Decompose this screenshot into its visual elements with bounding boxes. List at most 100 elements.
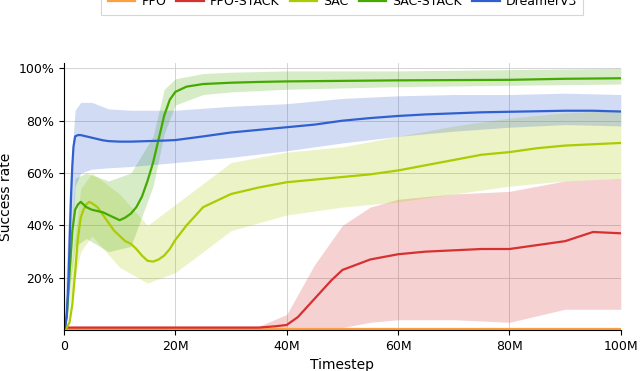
SAC xyxy=(561,143,569,148)
SAC xyxy=(60,326,68,331)
SAC-STACK xyxy=(182,85,190,89)
DreamerV3 xyxy=(67,189,75,194)
SAC xyxy=(155,257,163,262)
SAC xyxy=(534,146,541,150)
SAC-STACK xyxy=(93,209,101,213)
SAC-STACK xyxy=(283,79,291,83)
PPO-STACK xyxy=(589,230,597,234)
DreamerV3 xyxy=(477,110,485,115)
SAC xyxy=(161,253,168,258)
DreamerV3 xyxy=(366,116,374,120)
SAC xyxy=(132,247,140,251)
DreamerV3 xyxy=(339,118,346,123)
PPO-STACK xyxy=(294,315,301,319)
PPO-STACK xyxy=(339,268,346,272)
SAC xyxy=(127,242,134,246)
PPO-STACK xyxy=(534,243,541,247)
SAC-STACK xyxy=(138,194,146,199)
SAC-STACK xyxy=(394,78,402,83)
DreamerV3 xyxy=(68,163,76,167)
DreamerV3 xyxy=(63,312,70,317)
PPO-STACK xyxy=(506,247,513,251)
DreamerV3 xyxy=(200,134,207,139)
PPO-STACK xyxy=(172,325,179,330)
DreamerV3 xyxy=(534,109,541,114)
SAC xyxy=(311,177,319,182)
DreamerV3 xyxy=(561,108,569,113)
SAC xyxy=(77,215,84,220)
SAC-STACK xyxy=(127,211,134,216)
DreamerV3 xyxy=(67,223,74,228)
SAC xyxy=(63,325,70,330)
PPO-STACK xyxy=(116,325,124,330)
DreamerV3 xyxy=(506,109,513,114)
SAC-STACK xyxy=(161,113,168,118)
PPO-STACK xyxy=(88,325,96,330)
PPO xyxy=(60,326,68,331)
PPO-STACK xyxy=(311,296,319,301)
SAC xyxy=(227,192,235,196)
SAC-STACK xyxy=(63,315,70,319)
SAC xyxy=(450,158,458,162)
DreamerV3 xyxy=(255,128,263,132)
SAC-STACK xyxy=(339,79,346,83)
SAC-STACK xyxy=(110,215,118,220)
DreamerV3 xyxy=(143,139,151,143)
DreamerV3 xyxy=(311,122,319,127)
PPO-STACK xyxy=(422,249,430,254)
SAC xyxy=(93,205,101,209)
PPO-STACK xyxy=(283,323,291,327)
DreamerV3 xyxy=(105,139,113,143)
PPO-STACK xyxy=(561,239,569,243)
SAC-STACK xyxy=(88,207,96,212)
PPO-STACK xyxy=(255,325,263,330)
SAC xyxy=(477,152,485,157)
SAC xyxy=(143,259,151,263)
SAC xyxy=(138,253,146,258)
PPO-STACK xyxy=(60,325,68,330)
PPO-STACK xyxy=(477,247,485,251)
DreamerV3 xyxy=(88,135,96,140)
SAC-STACK xyxy=(99,210,107,214)
PPO-STACK xyxy=(328,278,335,283)
SAC xyxy=(79,207,87,212)
SAC xyxy=(216,197,224,201)
DreamerV3 xyxy=(617,109,625,114)
SAC xyxy=(85,200,93,204)
Legend: PPO, PPO-STACK, SAC, SAC-STACK, DreamerV3: PPO, PPO-STACK, SAC, SAC-STACK, DreamerV… xyxy=(101,0,584,15)
SAC-STACK xyxy=(561,76,569,81)
X-axis label: Timestep: Timestep xyxy=(310,358,374,371)
PPO-STACK xyxy=(272,324,280,328)
SAC xyxy=(71,270,79,275)
DreamerV3 xyxy=(161,138,168,143)
SAC xyxy=(110,229,118,233)
SAC xyxy=(122,239,129,243)
SAC xyxy=(105,221,113,225)
SAC xyxy=(589,142,597,147)
SAC-STACK xyxy=(83,205,90,209)
SAC-STACK xyxy=(155,137,163,141)
SAC xyxy=(66,320,74,325)
SAC-STACK xyxy=(85,206,93,211)
SAC xyxy=(99,213,107,217)
DreamerV3 xyxy=(70,145,77,149)
DreamerV3 xyxy=(283,125,291,129)
Line: PPO-STACK: PPO-STACK xyxy=(64,232,621,328)
SAC-STACK xyxy=(450,78,458,82)
SAC-STACK xyxy=(617,76,625,81)
SAC-STACK xyxy=(227,81,235,85)
SAC xyxy=(116,234,124,238)
PPO-STACK xyxy=(617,231,625,236)
SAC-STACK xyxy=(172,90,179,94)
Y-axis label: Success rate: Success rate xyxy=(0,152,13,241)
SAC-STACK xyxy=(105,213,113,217)
PPO-STACK xyxy=(227,325,235,330)
DreamerV3 xyxy=(74,133,82,137)
SAC-STACK xyxy=(143,179,151,183)
SAC-STACK xyxy=(132,205,140,209)
SAC-STACK xyxy=(79,202,87,207)
SAC-STACK xyxy=(66,270,74,275)
SAC xyxy=(68,302,76,306)
DreamerV3 xyxy=(83,134,90,139)
SAC-STACK xyxy=(68,229,76,233)
